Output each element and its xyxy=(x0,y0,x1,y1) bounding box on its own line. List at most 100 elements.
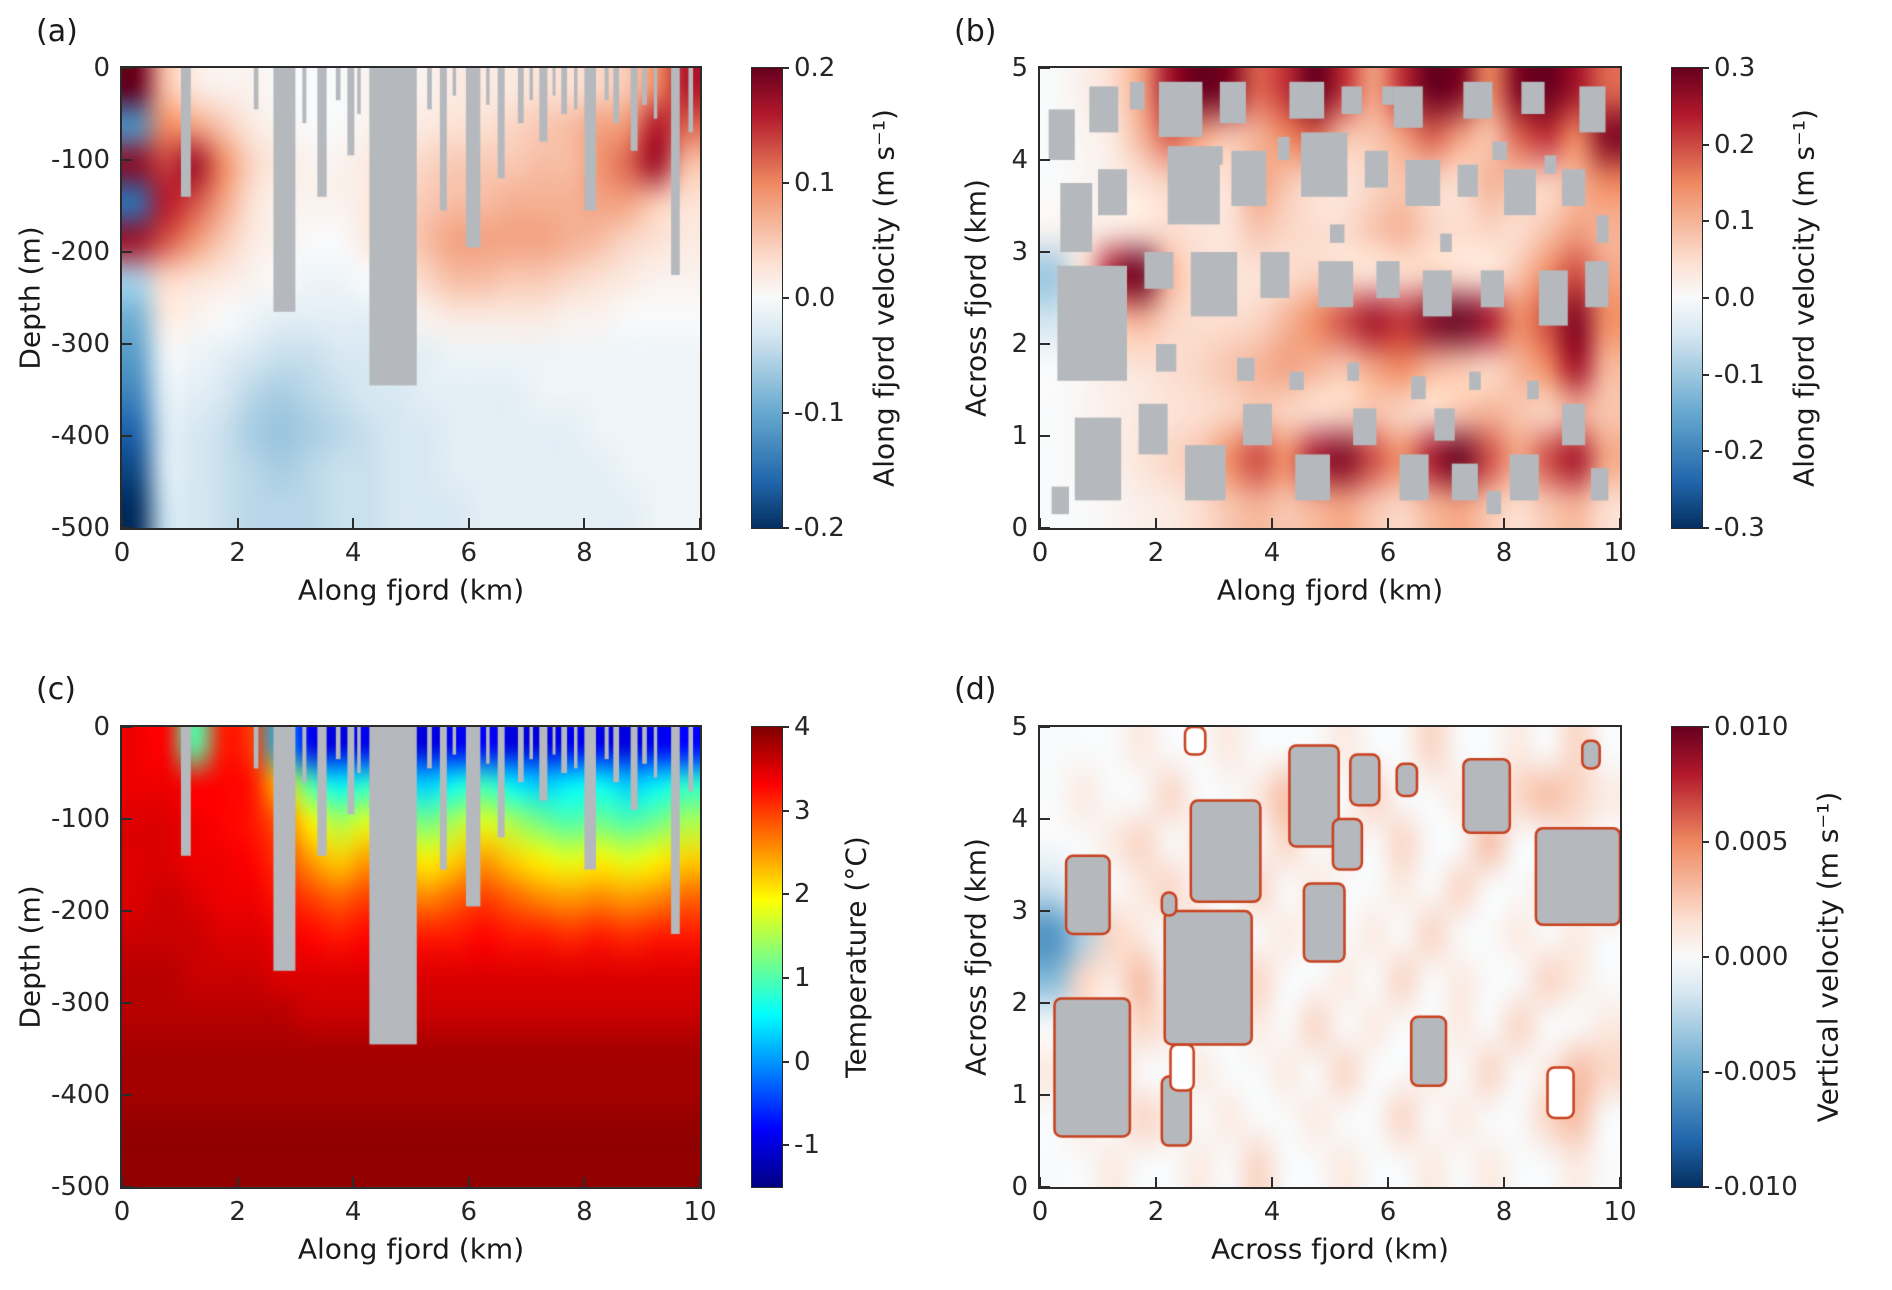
colorbar-tick xyxy=(1702,1186,1709,1188)
x-tick-label: 8 xyxy=(1495,1197,1513,1227)
panel-d-ylabel: Across fjord (km) xyxy=(959,838,993,1076)
colorbar-tick-label: -0.3 xyxy=(1714,513,1765,543)
colorbar-tick-label: 0.0 xyxy=(794,283,836,313)
x-tick-label: 2 xyxy=(229,1197,246,1227)
colorbar-tick-label: 4 xyxy=(794,712,811,742)
y-tick xyxy=(122,67,132,69)
y-tick xyxy=(1040,435,1050,437)
colorbar-tick-label: 0.005 xyxy=(1714,827,1789,857)
x-tick-label: 8 xyxy=(576,538,593,568)
y-tick-label: 2 xyxy=(1011,329,1028,359)
panel-b-ylabel: Across fjord (km) xyxy=(959,179,993,417)
panel-b-heatmap xyxy=(1040,68,1620,528)
x-tick-label: 8 xyxy=(576,1197,593,1227)
colorbar-tick-label: -0.2 xyxy=(794,513,845,543)
colorbar-tick-label: 0.2 xyxy=(794,53,836,83)
x-tick-label: 0 xyxy=(1031,538,1049,568)
y-tick-label: 0 xyxy=(1011,513,1028,543)
y-tick-label: -400 xyxy=(50,1080,110,1110)
panel-c-heatmap xyxy=(122,727,700,1187)
y-tick xyxy=(122,1094,132,1096)
colorbar-tick-label: 0.3 xyxy=(1714,53,1756,83)
x-tick-label: 0 xyxy=(1031,1197,1049,1227)
y-tick xyxy=(1040,1186,1050,1188)
colorbar-tick xyxy=(1702,143,1709,146)
colorbar-tick xyxy=(782,67,789,69)
colorbar-tick xyxy=(1702,67,1709,69)
colorbar-tick-label: 0.2 xyxy=(1714,129,1756,160)
panel-d-colorbar xyxy=(1672,727,1702,1187)
x-tick xyxy=(699,518,701,528)
colorbar-tick xyxy=(782,893,789,896)
y-tick xyxy=(1040,527,1050,529)
colorbar-tick xyxy=(782,726,789,728)
panel-b-colorbar-frame xyxy=(1671,67,1703,529)
y-tick-label: -400 xyxy=(50,421,110,451)
panel-c-axes xyxy=(120,725,702,1189)
colorbar-tick xyxy=(782,412,789,414)
panel-a-heatmap xyxy=(122,68,700,528)
y-tick-label: 0 xyxy=(93,712,110,742)
y-tick-label: 0 xyxy=(93,53,110,83)
colorbar-tick xyxy=(1702,220,1709,223)
x-tick xyxy=(1503,1177,1505,1187)
colorbar-tick xyxy=(1702,1071,1709,1073)
y-tick xyxy=(122,435,132,437)
y-tick-label: 4 xyxy=(1011,145,1028,175)
x-tick xyxy=(1271,1177,1273,1187)
x-tick-label: 4 xyxy=(344,1197,362,1227)
y-tick-label: 4 xyxy=(1011,804,1028,834)
x-tick-label: 6 xyxy=(1379,1197,1397,1227)
x-tick xyxy=(467,1177,470,1187)
y-tick-label: -100 xyxy=(50,804,110,834)
x-tick xyxy=(236,1177,239,1187)
x-tick xyxy=(583,518,586,528)
y-tick-label: 3 xyxy=(1011,896,1028,926)
x-tick-label: 10 xyxy=(683,538,717,568)
colorbar-tick xyxy=(782,1060,789,1063)
y-tick xyxy=(1040,726,1050,728)
x-tick xyxy=(1503,518,1505,528)
y-tick xyxy=(122,1186,132,1188)
y-tick xyxy=(122,159,132,161)
y-tick-label: 3 xyxy=(1011,237,1028,267)
colorbar-tick-label: 2 xyxy=(794,879,811,910)
x-tick-label: 0 xyxy=(113,538,131,568)
y-tick xyxy=(122,726,132,728)
y-tick xyxy=(1040,159,1050,161)
colorbar-tick-label: -0.005 xyxy=(1714,1057,1798,1087)
y-tick-label: 5 xyxy=(1011,53,1028,83)
y-tick-label: -500 xyxy=(50,513,110,543)
colorbar-tick xyxy=(1702,956,1709,958)
colorbar-tick xyxy=(1702,726,1709,728)
y-tick-label: 1 xyxy=(1011,1080,1028,1110)
x-tick-label: 2 xyxy=(1147,538,1165,568)
panel-a-colorbar-frame xyxy=(751,67,783,529)
colorbar-tick xyxy=(1702,373,1709,376)
panel-b-letter: (b) xyxy=(954,14,997,49)
y-tick-label: -200 xyxy=(50,896,110,926)
y-tick xyxy=(1040,818,1050,820)
y-tick xyxy=(1040,343,1050,345)
y-tick-label: -300 xyxy=(50,988,110,1018)
x-tick-label: 8 xyxy=(1495,538,1513,568)
y-tick-label: -200 xyxy=(50,237,110,267)
colorbar-tick-label: -0.010 xyxy=(1714,1172,1798,1202)
y-tick-label: 5 xyxy=(1011,712,1028,742)
x-tick-label: 10 xyxy=(683,1197,717,1227)
x-tick xyxy=(1155,1177,1157,1187)
y-tick xyxy=(122,1002,132,1004)
panel-a-colorbar xyxy=(752,68,782,528)
panel-c-colorbar-frame xyxy=(751,726,783,1188)
y-tick xyxy=(122,910,132,912)
y-tick xyxy=(122,818,132,820)
x-tick-label: 10 xyxy=(1603,538,1637,568)
x-tick-label: 4 xyxy=(344,538,362,568)
y-tick-label: 0 xyxy=(1011,1172,1028,1202)
y-tick xyxy=(1040,910,1050,912)
colorbar-tick xyxy=(1702,450,1709,453)
panel-c-ylabel: Depth (m) xyxy=(13,885,47,1029)
